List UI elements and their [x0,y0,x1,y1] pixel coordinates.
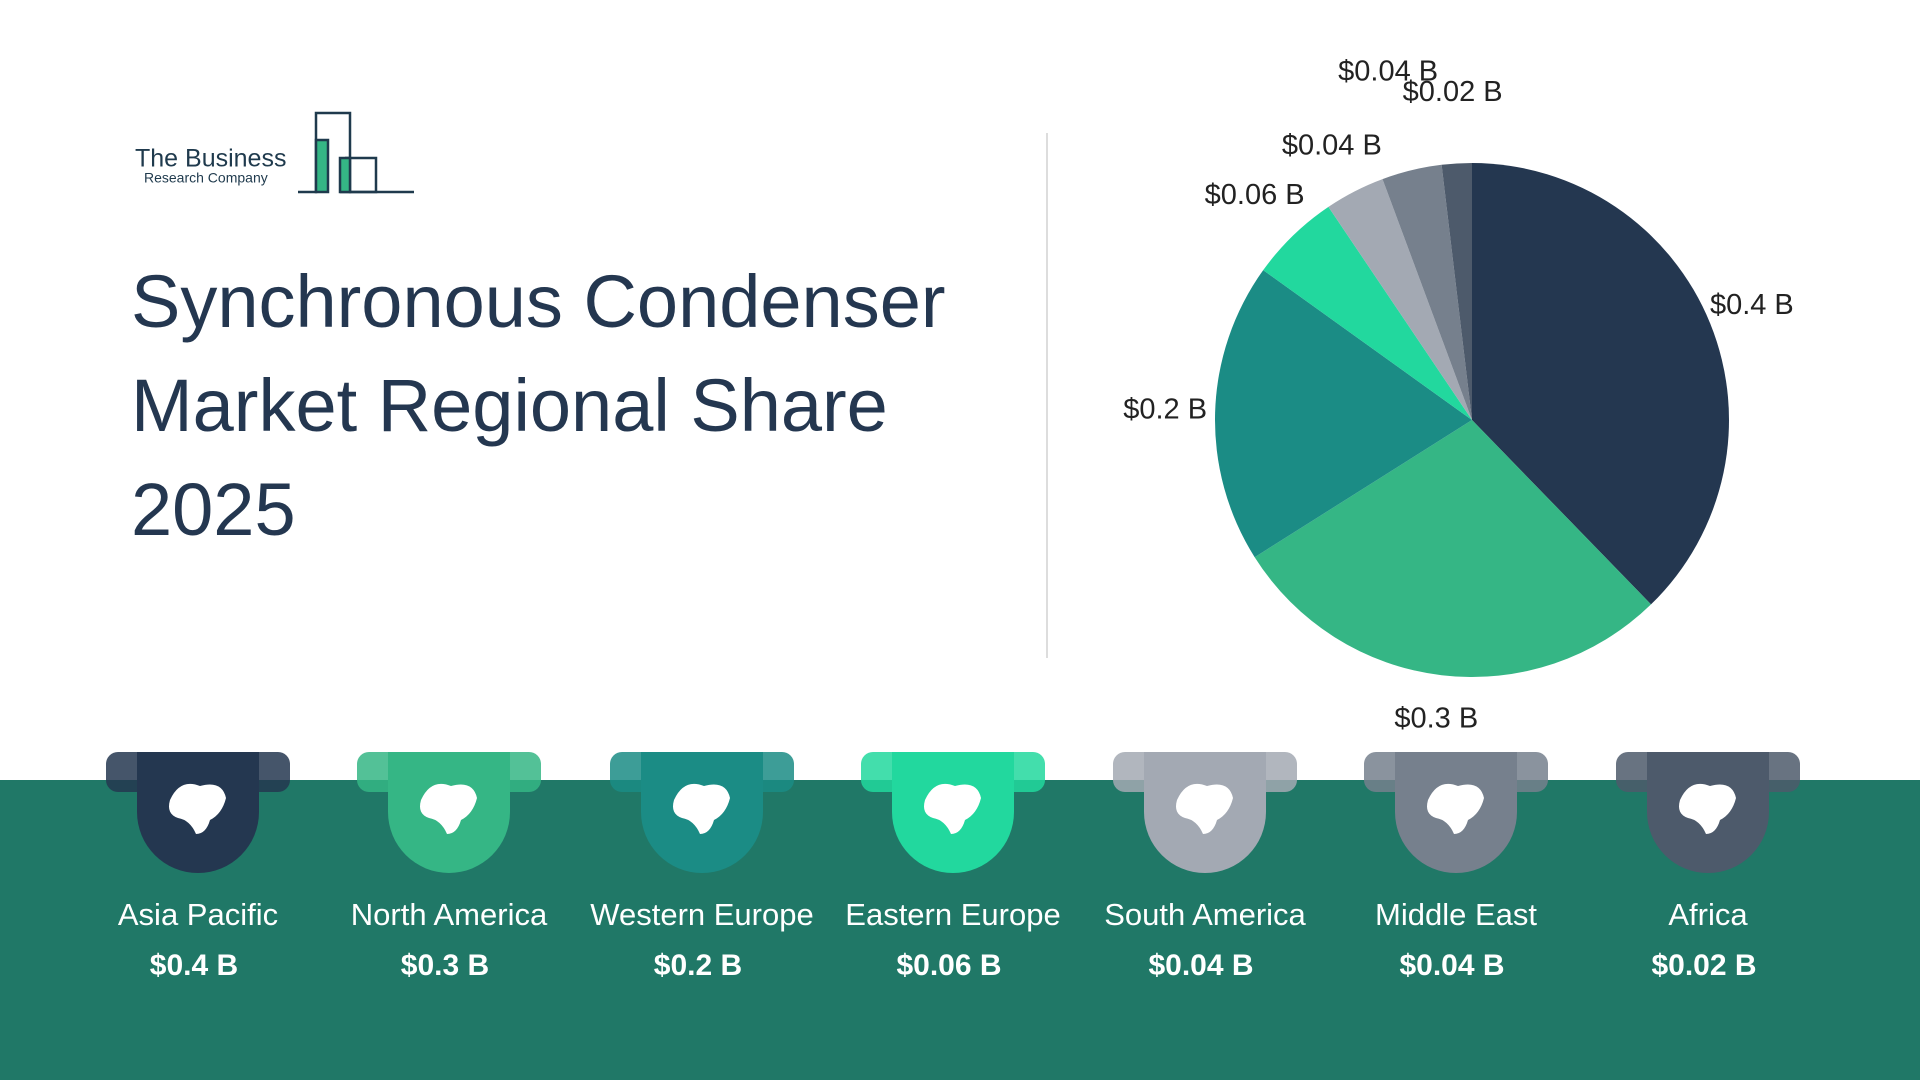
region-name: Middle East [1375,897,1537,932]
region-icon [1176,783,1233,834]
pie-slice [1382,164,1472,420]
region-value: $0.3 B [401,949,489,982]
slice-label: $0.04 B [1338,56,1438,88]
pie-slice [1441,163,1472,420]
region-name: Western Europe [590,897,813,932]
logo-subtext: Research Company [144,170,268,186]
pie-slice [1263,206,1472,420]
region-icon [924,783,981,834]
region-icon [420,783,477,834]
region-icon [1427,783,1484,834]
slice-label: $0.04 B [1282,130,1382,162]
region-value: $0.4 B [150,949,238,982]
region-value: $0.06 B [896,949,1001,982]
slice-label: $0.3 B [1394,703,1478,735]
pie-slice [1472,163,1729,605]
region-value: $0.04 B [1399,949,1504,982]
region-icon [1679,783,1736,834]
region-name: Africa [1668,897,1748,932]
region-name: Asia Pacific [118,897,278,932]
pie-slice [1328,179,1472,420]
region-name: North America [351,897,548,932]
region-value: $0.04 B [1148,949,1253,982]
pie-slice [1254,420,1652,678]
region-name: Eastern Europe [845,897,1060,932]
pie-slice [1215,270,1472,558]
region-icon [673,783,730,834]
region-name: South America [1104,897,1306,932]
region-icon [169,783,226,834]
chart-title: Synchronous Condenser Market Regional Sh… [131,260,946,551]
region-value: $0.2 B [654,949,742,982]
slice-label: $0.2 B [1123,394,1207,426]
slice-label: $0.4 B [1710,289,1794,321]
slice-label: $0.06 B [1205,179,1305,211]
slice-label: $0.02 B [1403,76,1503,108]
region-value: $0.02 B [1651,949,1756,982]
logo-text: The Business [135,145,286,173]
logo [298,111,414,194]
